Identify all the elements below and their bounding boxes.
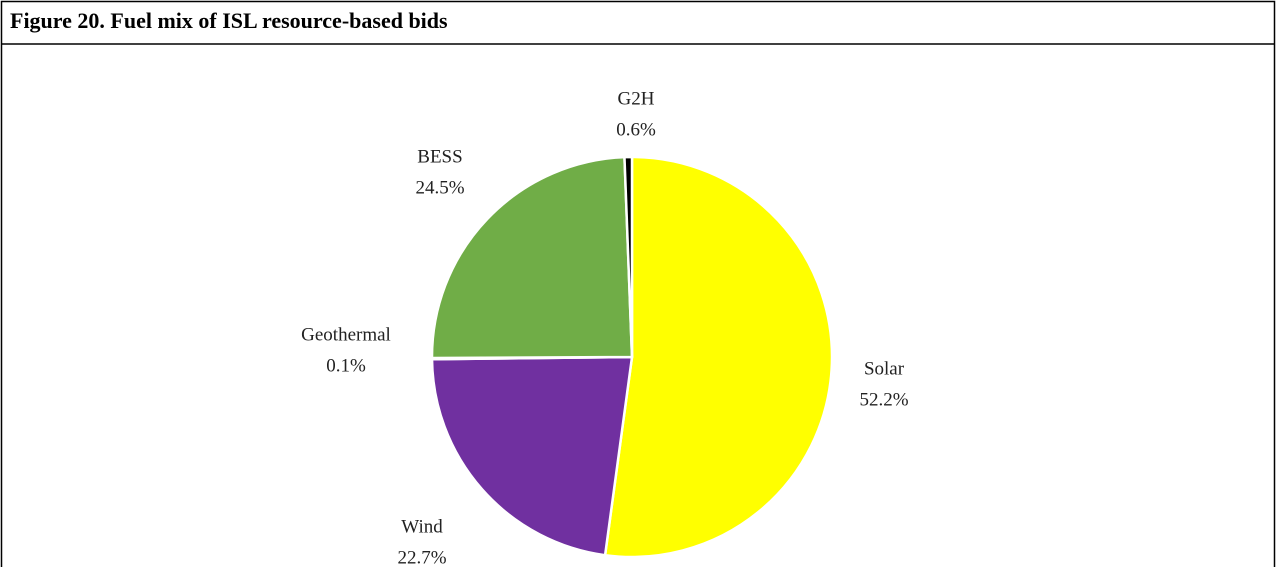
slice-label: Geothermal [301, 324, 391, 345]
slice-value-label: 52.2% [859, 389, 908, 410]
chart-title: Figure 20. Fuel mix of ISL resource-base… [10, 8, 448, 33]
slice-value-label: 0.6% [616, 119, 656, 140]
slice-value-label: 24.5% [415, 177, 464, 198]
pie-slice [430, 155, 634, 360]
pie-slice [430, 355, 634, 557]
slice-value-label: 22.7% [397, 547, 446, 567]
slice-value-label: 0.1% [326, 355, 366, 376]
slice-label: Solar [864, 358, 905, 379]
pie-slice [603, 155, 834, 559]
pie-slice [623, 155, 634, 358]
slice-label: G2H [618, 88, 655, 109]
slice-label: BESS [417, 146, 462, 167]
slice-label: Wind [401, 516, 443, 537]
